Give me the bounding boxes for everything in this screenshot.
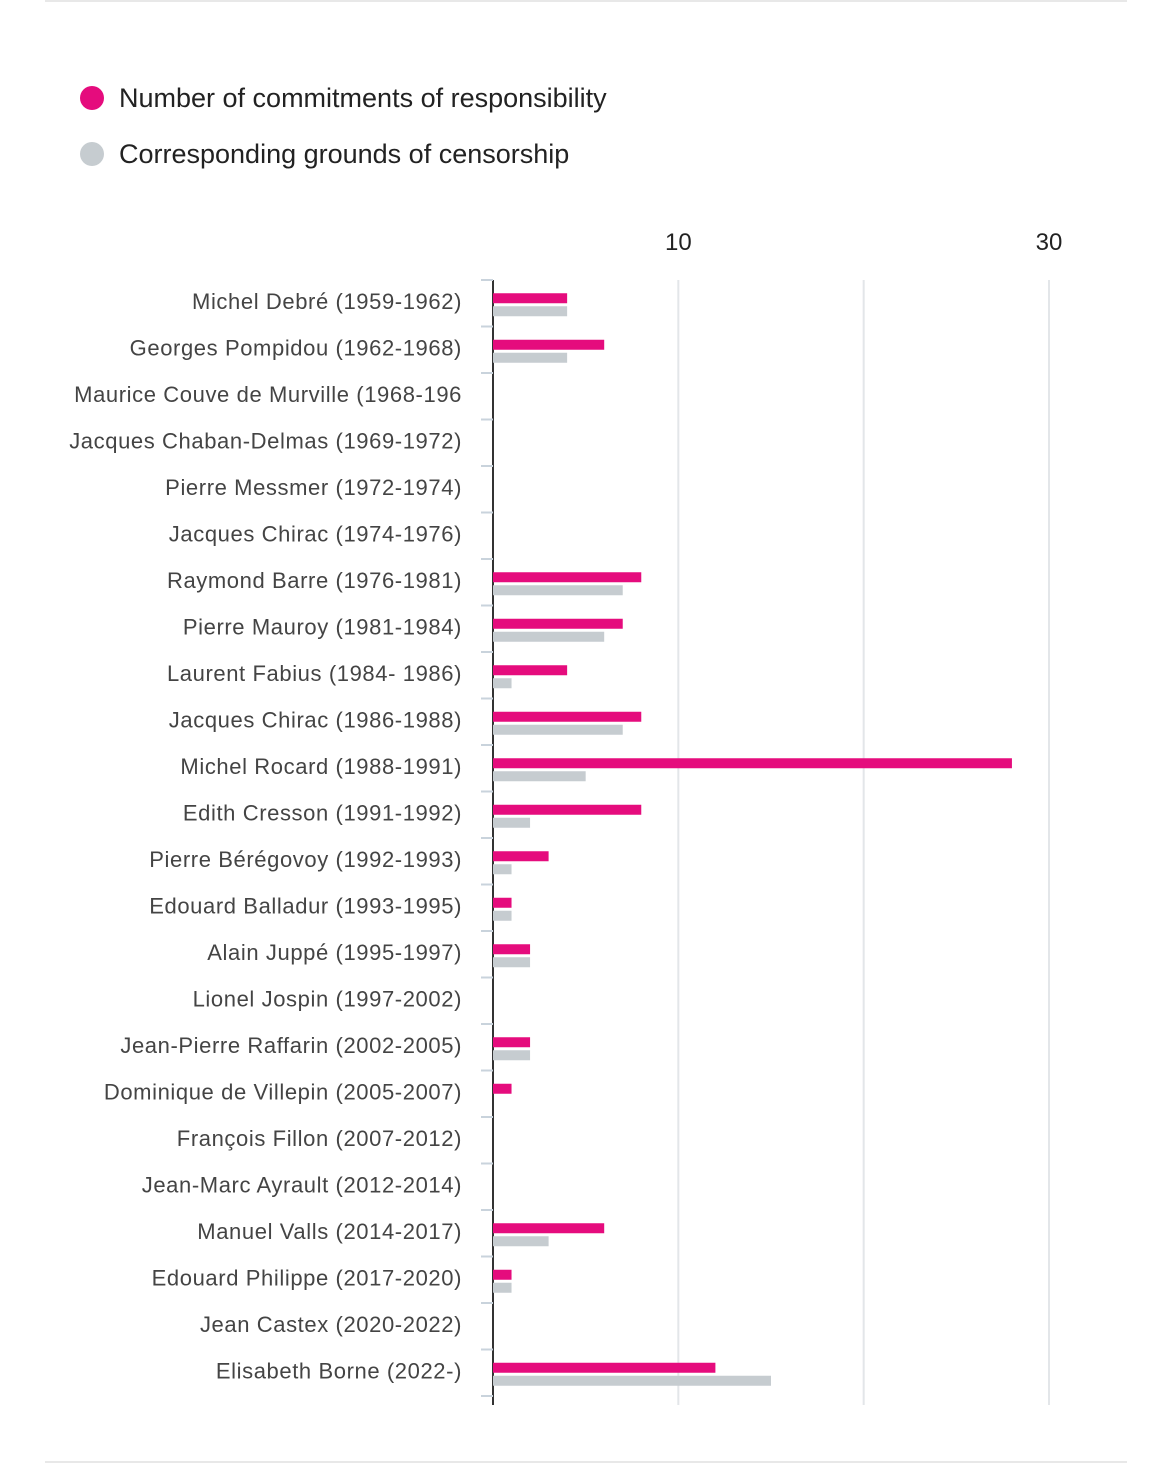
bar-commitments [493, 851, 549, 862]
bar-grounds [493, 1282, 512, 1293]
y-category-label: Michel Debré (1959-1962) [192, 289, 462, 314]
y-category-label: Maurice Couve de Murville (1968-196 [74, 382, 462, 407]
bar-commitments [493, 293, 568, 304]
y-category-label: Jacques Chirac (1974-1976) [169, 522, 462, 547]
top-divider [45, 0, 1127, 2]
y-category-label: Pierre Bérégovoy (1992-1993) [149, 847, 462, 872]
y-category-label: Jean-Pierre Raffarin (2002-2005) [120, 1033, 462, 1058]
y-category-label: Michel Rocard (1988-1991) [180, 754, 462, 779]
bar-commitments [493, 758, 1012, 769]
legend-swatch-grounds [80, 142, 104, 166]
x-tick-label: 10 [665, 229, 692, 256]
y-category-label: Edouard Balladur (1993-1995) [149, 894, 462, 919]
bar-grounds [493, 771, 586, 782]
bar-commitments [493, 1362, 716, 1373]
bar-commitments [493, 897, 512, 908]
bar-grounds [493, 817, 531, 828]
bottom-divider [45, 1461, 1127, 1463]
y-category-label: Edith Cresson (1991-1992) [183, 801, 462, 826]
bar-commitments [493, 944, 531, 955]
legend-swatch-commitments [80, 86, 104, 110]
y-category-label: Alain Juppé (1995-1997) [207, 940, 462, 965]
chart-legend: Number of commitments of responsibility … [80, 70, 607, 182]
bar-grounds [493, 724, 623, 735]
bar-grounds [493, 1050, 531, 1061]
y-category-label: Edouard Philippe (2017-2020) [152, 1266, 462, 1291]
bar-grounds [493, 306, 568, 317]
y-category-label: Lionel Jospin (1997-2002) [193, 987, 462, 1012]
y-category-label: François Fillon (2007-2012) [177, 1126, 462, 1151]
y-category-label: Manuel Valls (2014-2017) [197, 1219, 462, 1244]
bar-commitments [493, 618, 623, 629]
bar-commitments [493, 1083, 512, 1094]
y-category-label: Pierre Mauroy (1981-1984) [183, 615, 462, 640]
y-category-label: Jacques Chaban-Delmas (1969-1972) [69, 429, 462, 454]
x-tick-label: 30 [1036, 229, 1063, 256]
y-category-label: Raymond Barre (1976-1981) [167, 568, 462, 593]
legend-label-commitments: Number of commitments of responsibility [119, 82, 607, 113]
bar-grounds [493, 1375, 771, 1386]
bar-commitments [493, 339, 605, 350]
bar-commitments [493, 711, 642, 722]
legend-item-commitments: Number of commitments of responsibility [80, 70, 607, 126]
bar-grounds [493, 631, 605, 642]
bar-grounds [493, 1236, 549, 1247]
y-category-label: Pierre Messmer (1972-1974) [165, 475, 462, 500]
bar-grounds [493, 910, 512, 921]
bar-grounds [493, 957, 531, 968]
bar-grounds [493, 585, 623, 596]
bar-commitments [493, 1037, 531, 1048]
bar-commitments [493, 572, 642, 583]
bar-commitments [493, 804, 642, 815]
y-category-label: Georges Pompidou (1962-1968) [130, 336, 462, 361]
y-category-label: Laurent Fabius (1984- 1986) [167, 661, 462, 686]
y-category-label: Jean-Marc Ayrault (2012-2014) [142, 1173, 462, 1198]
legend-item-grounds: Corresponding grounds of censorship [80, 126, 607, 182]
bar-grounds [493, 352, 568, 363]
y-category-label: Dominique de Villepin (2005-2007) [104, 1080, 462, 1105]
bar-grounds [493, 678, 512, 689]
y-category-label: Jean Castex (2020-2022) [200, 1312, 462, 1337]
y-category-label: Jacques Chirac (1986-1988) [169, 708, 462, 733]
bar-commitments [493, 665, 568, 676]
bar-grounds [493, 864, 512, 875]
y-category-label: Elisabeth Borne (2022-) [216, 1359, 462, 1384]
legend-label-grounds: Corresponding grounds of censorship [119, 138, 570, 169]
bar-commitments [493, 1269, 512, 1280]
bar-commitments [493, 1223, 605, 1234]
